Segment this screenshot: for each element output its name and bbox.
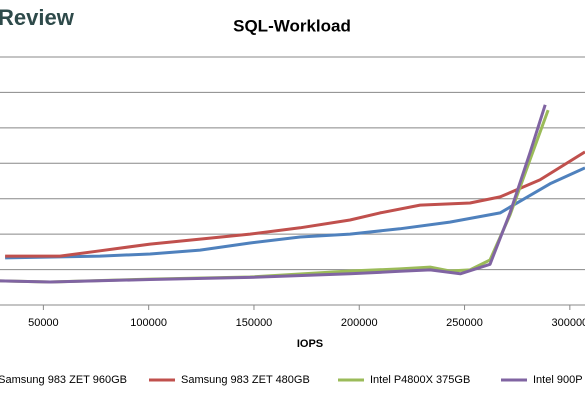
series-line [5,166,585,260]
chart-title: SQL-Workload [233,16,351,35]
x-tick-label: 150000 [236,317,273,329]
series-line [5,150,585,258]
legend-label: Samsung 983 ZET 960GB [0,374,127,386]
x-tick-label: 100000 [130,317,167,329]
legend-label: Intel P4800X 375GB [370,374,470,386]
legend-label: Samsung 983 ZET 480GB [181,374,310,386]
watermark: Review [0,5,75,30]
series-line [0,104,547,284]
legend-label: Intel 900P 280GB [533,374,585,386]
x-tick-label: 50000 [28,317,59,329]
x-tick-label: 300000 [551,317,585,329]
x-tick-label: 250000 [446,317,483,329]
x-tick-label: 200000 [341,317,378,329]
x-axis-label: IOPS [297,338,323,350]
